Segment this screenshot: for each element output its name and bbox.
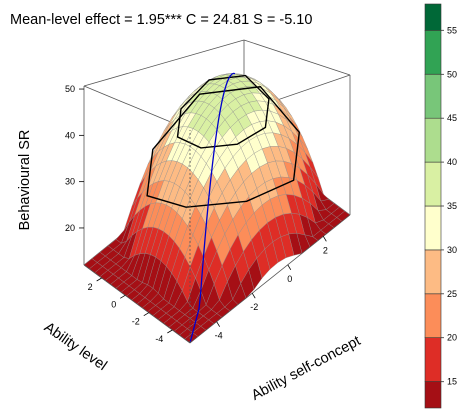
color-scale-label: 20 bbox=[447, 333, 457, 343]
color-scale-label: 45 bbox=[447, 113, 457, 123]
x-tick-label: 0 bbox=[287, 274, 292, 284]
y-axis-label: Ability level bbox=[41, 319, 110, 374]
response-surface bbox=[83, 73, 351, 344]
color-scale-label: 40 bbox=[447, 157, 457, 167]
color-scale-band bbox=[424, 74, 442, 119]
x-tick-mark bbox=[251, 293, 256, 299]
box-edge-top-back-left bbox=[83, 39, 245, 87]
y-tick-mark bbox=[143, 312, 149, 317]
x-axis-label: Ability self-concept bbox=[249, 333, 363, 404]
z-axis-label: Behavioural SR bbox=[17, 130, 33, 231]
z-tick-label: 40 bbox=[65, 130, 75, 140]
color-scale-band bbox=[424, 337, 442, 382]
y-tick-mark bbox=[120, 294, 126, 299]
x-tick-label: -2 bbox=[250, 302, 258, 312]
contour-outer bbox=[146, 85, 301, 208]
color-scale-legend: 15 20 25 30 35 40 45 50 55 bbox=[424, 3, 457, 409]
color-scale-band bbox=[424, 205, 442, 251]
color-scale-band bbox=[424, 293, 442, 338]
y-tick-label: 0 bbox=[111, 299, 116, 309]
line-of-congruence bbox=[189, 72, 236, 344]
color-scale-label: 15 bbox=[447, 377, 457, 387]
color-scale-label: 55 bbox=[447, 25, 457, 35]
color-scale-label: 50 bbox=[447, 69, 457, 79]
color-scale-band bbox=[424, 117, 442, 163]
color-scale-band bbox=[424, 29, 442, 75]
color-scale-band bbox=[424, 381, 442, 409]
x-tick-label: -4 bbox=[215, 331, 223, 341]
color-scale-label: 25 bbox=[447, 289, 457, 299]
y-tick-label: 2 bbox=[88, 282, 93, 292]
x-tick-label: 2 bbox=[323, 245, 328, 255]
box-edge-top-back-right bbox=[243, 39, 351, 76]
y-tick-mark bbox=[96, 277, 102, 282]
z-tick-label: 20 bbox=[65, 223, 75, 233]
y-tick-mark bbox=[167, 329, 173, 334]
color-scale-label: 35 bbox=[447, 201, 457, 211]
axis-ticks: 20 30 40 50 -4 -2 0 2 -4 -2 0 2 bbox=[65, 84, 328, 344]
color-scale-band bbox=[424, 249, 442, 295]
y-tick-label: -4 bbox=[155, 334, 163, 344]
x-tick-mark bbox=[287, 264, 292, 270]
z-tick-label: 30 bbox=[65, 177, 75, 187]
x-tick-mark bbox=[322, 236, 327, 242]
color-scale-band bbox=[424, 3, 442, 31]
contour-inner bbox=[176, 74, 270, 149]
color-scale-label: 30 bbox=[447, 245, 457, 255]
x-tick-mark bbox=[216, 321, 221, 327]
contour-outlines bbox=[146, 72, 301, 344]
z-tick-label: 50 bbox=[65, 84, 75, 94]
chart-title: Mean-level effect = 1.95*** C = 24.81 S … bbox=[10, 12, 312, 28]
y-tick-label: -2 bbox=[132, 317, 140, 327]
color-scale-band bbox=[424, 161, 442, 207]
